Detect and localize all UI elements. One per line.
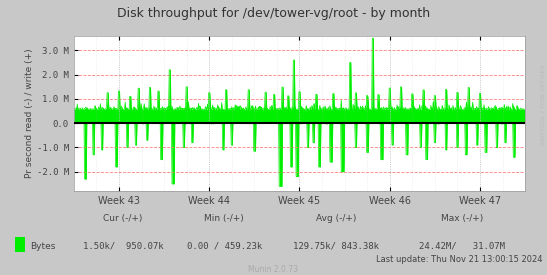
Text: Max (-/+): Max (-/+) (441, 214, 484, 223)
Text: 1.50k/  950.07k: 1.50k/ 950.07k (83, 242, 164, 251)
Y-axis label: Pr second read (-) / write (+): Pr second read (-) / write (+) (25, 49, 34, 178)
Text: Munin 2.0.73: Munin 2.0.73 (248, 265, 299, 274)
Text: Min (-/+): Min (-/+) (205, 214, 244, 223)
Text: Last update: Thu Nov 21 13:00:15 2024: Last update: Thu Nov 21 13:00:15 2024 (376, 255, 543, 264)
Text: 129.75k/ 843.38k: 129.75k/ 843.38k (293, 242, 380, 251)
Text: Disk throughput for /dev/tower-vg/root - by month: Disk throughput for /dev/tower-vg/root -… (117, 7, 430, 20)
Text: 0.00 / 459.23k: 0.00 / 459.23k (187, 242, 262, 251)
Text: 24.42M/   31.07M: 24.42M/ 31.07M (419, 242, 505, 251)
Text: Avg (-/+): Avg (-/+) (316, 214, 357, 223)
Text: Bytes: Bytes (30, 242, 55, 251)
Text: Cur (-/+): Cur (-/+) (103, 214, 143, 223)
Text: RRDTOOL / TOBI OETIKER: RRDTOOL / TOBI OETIKER (540, 64, 545, 145)
